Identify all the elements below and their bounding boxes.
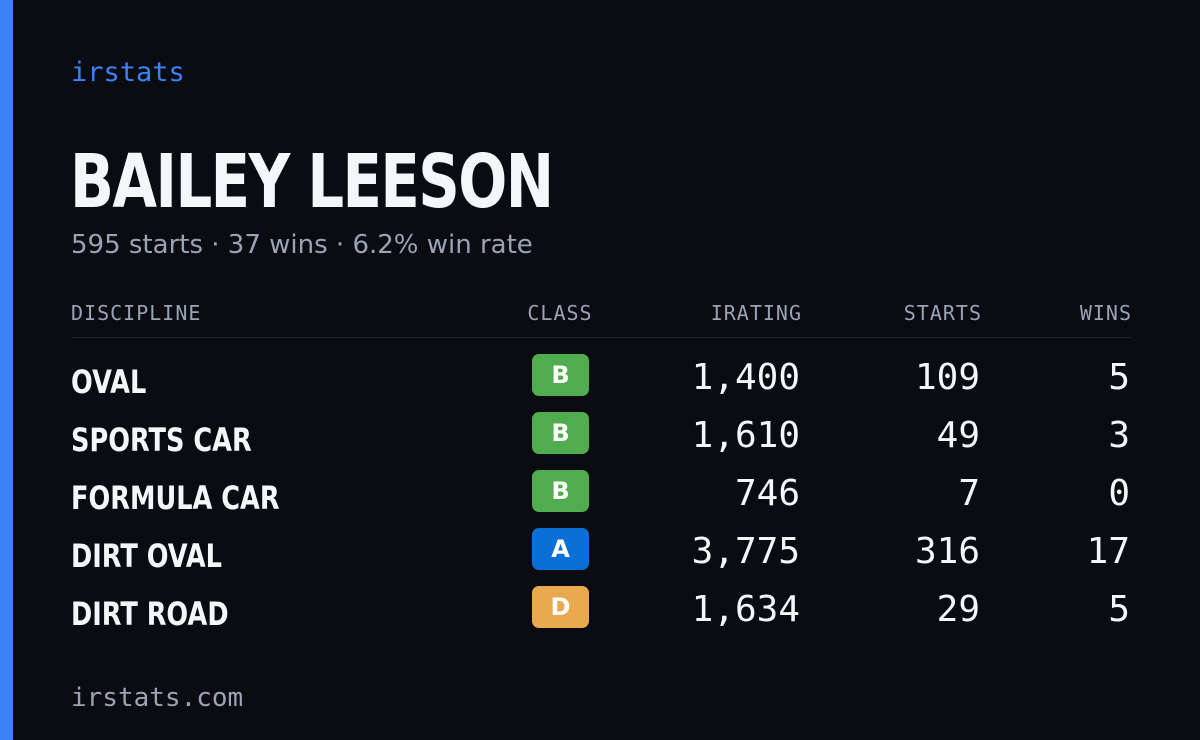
table-row-sports-car: SPORTS CAR B 1,610 49 3 (0, 412, 1200, 470)
class-badge: B (532, 470, 589, 512)
starts-value: 109 (914, 357, 980, 398)
irating-value: 1,634 (691, 589, 800, 630)
irating-value: 3,775 (691, 531, 800, 572)
wins-value: 17 (1086, 531, 1130, 572)
table-row-dirt-oval: DIRT OVAL A 3,775 316 17 (0, 528, 1200, 586)
class-badge: B (532, 412, 589, 454)
discipline-label: SPORTS CAR (71, 421, 252, 459)
header-wins: WINS (1079, 301, 1132, 325)
discipline-label: OVAL (71, 363, 147, 401)
class-badge: A (532, 528, 589, 570)
header-discipline: DISCIPLINE (71, 301, 202, 325)
driver-summary: 595 starts · 37 wins · 6.2% win rate (71, 230, 533, 260)
brand-logo: irstats (71, 57, 185, 88)
class-badge: B (532, 354, 589, 396)
footer-url: irstats.com (71, 683, 244, 713)
accent-bar (0, 0, 13, 740)
class-badge: D (532, 586, 589, 628)
wins-value: 5 (1108, 357, 1130, 398)
irating-value: 1,400 (691, 357, 800, 398)
header-class: CLASS (527, 301, 593, 325)
header-irating: IRATING (710, 301, 802, 325)
starts-value: 29 (936, 589, 980, 630)
starts-value: 49 (936, 415, 980, 456)
header-divider (71, 337, 1131, 338)
driver-name: BAILEY LEESON (70, 139, 554, 225)
discipline-label: FORMULA CAR (71, 479, 280, 517)
discipline-label: DIRT ROAD (71, 595, 229, 633)
header-starts: STARTS (903, 301, 982, 325)
discipline-label: DIRT OVAL (71, 537, 222, 575)
table-row-oval: OVAL B 1,400 109 5 (0, 354, 1200, 412)
irating-value: 746 (734, 473, 800, 514)
irating-value: 1,610 (691, 415, 800, 456)
wins-value: 0 (1108, 473, 1130, 514)
table-row-formula-car: FORMULA CAR B 746 7 0 (0, 470, 1200, 528)
table-row-dirt-road: DIRT ROAD D 1,634 29 5 (0, 586, 1200, 644)
starts-value: 7 (958, 473, 980, 514)
wins-value: 5 (1108, 589, 1130, 630)
starts-value: 316 (914, 531, 980, 572)
wins-value: 3 (1108, 415, 1130, 456)
